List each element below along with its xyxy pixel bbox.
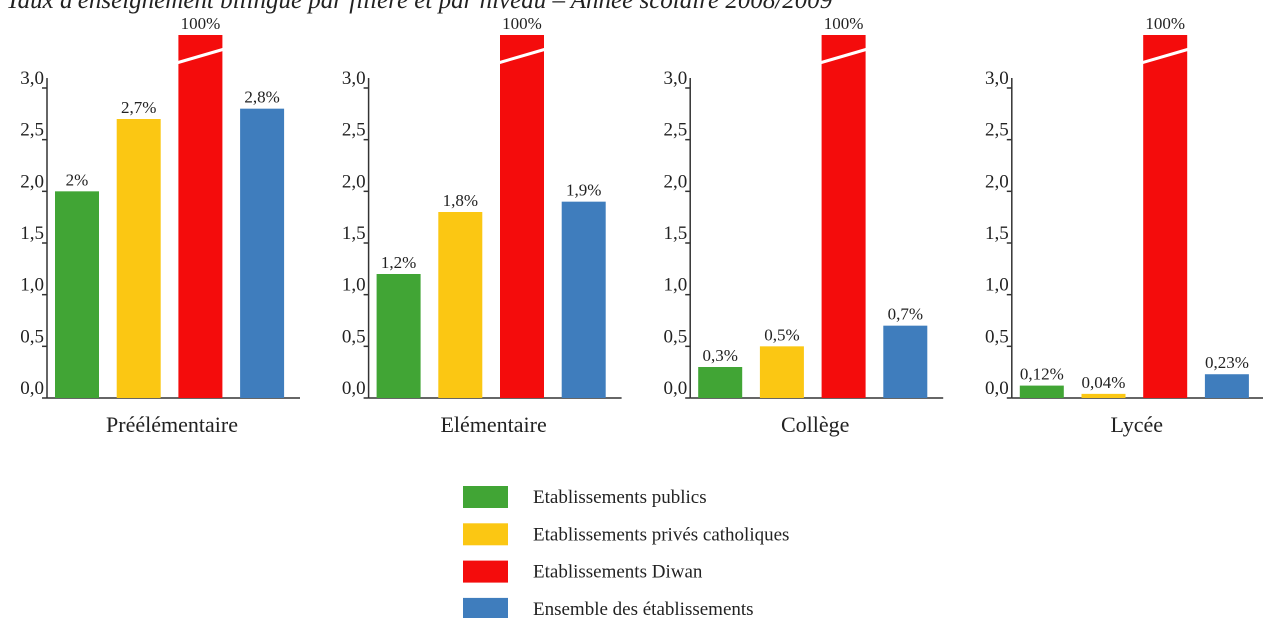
- value-label: 0,5%: [764, 325, 799, 344]
- legend-label: Etablissements privés catholiques: [533, 524, 789, 545]
- bar: [116, 119, 161, 398]
- value-label: 0,3%: [702, 346, 737, 365]
- bar: [1081, 393, 1126, 398]
- bar-group: [698, 35, 928, 398]
- bar: [500, 35, 544, 398]
- y-tick-label: 1,5: [20, 223, 44, 244]
- legend-swatch: [463, 486, 508, 508]
- legend-label: Etablissements publics: [533, 487, 707, 508]
- y-tick-label: 1,5: [663, 223, 687, 244]
- bar: [698, 367, 743, 398]
- bar: [178, 35, 223, 398]
- bar: [883, 325, 928, 398]
- value-label: 2%: [66, 170, 89, 189]
- bar: [821, 35, 866, 398]
- value-label: 100%: [502, 14, 542, 33]
- bar: [1204, 374, 1249, 398]
- x-category-label: Lycée: [1111, 412, 1164, 437]
- break-mark: [497, 47, 547, 65]
- y-tick-label: 0,0: [342, 378, 366, 399]
- value-label: 0,12%: [1020, 365, 1064, 384]
- y-tick-label: 0,5: [342, 326, 366, 347]
- y-tick-label: 2,5: [985, 120, 1009, 141]
- y-tick-label: 0,5: [20, 326, 44, 347]
- y-tick-label: 3,0: [342, 68, 366, 89]
- x-category-label: Collège: [781, 412, 849, 437]
- y-tick-label: 2,0: [342, 171, 366, 192]
- x-category-label: Préélémentaire: [106, 412, 238, 437]
- legend-swatch: [463, 560, 508, 583]
- value-label: 1,8%: [443, 191, 478, 210]
- bar-group: [55, 35, 285, 399]
- value-label: 100%: [181, 14, 221, 33]
- value-label: 1,9%: [566, 181, 601, 200]
- y-tick-label: 1,5: [985, 223, 1009, 244]
- break-mark: [819, 47, 869, 65]
- value-label: 2,8%: [244, 88, 279, 107]
- y-tick-label: 2,5: [20, 120, 44, 141]
- chart-title: Taux d'enseignement bilingue par filière…: [6, 0, 833, 14]
- bar: [561, 201, 606, 398]
- y-tick-label: 1,0: [663, 275, 687, 296]
- value-label: 0,7%: [888, 305, 923, 324]
- value-label: 2,7%: [121, 98, 156, 117]
- bar: [1143, 35, 1188, 398]
- y-tick-label: 3,0: [663, 68, 687, 89]
- y-tick-label: 1,0: [342, 275, 366, 296]
- x-category-label: Elémentaire: [440, 412, 546, 437]
- y-tick-label: 0,0: [663, 378, 687, 399]
- bar: [55, 191, 99, 398]
- value-label: 100%: [824, 14, 864, 33]
- y-tick-label: 0,0: [985, 378, 1009, 399]
- bar: [240, 108, 285, 399]
- y-tick-label: 3,0: [20, 68, 44, 89]
- y-tick-label: 2,5: [663, 120, 687, 141]
- value-label: 0,23%: [1205, 353, 1249, 372]
- y-tick-label: 3,0: [985, 68, 1009, 89]
- y-tick-label: 2,5: [342, 120, 366, 141]
- y-tick-label: 0,0: [20, 378, 44, 399]
- value-label: 0,04%: [1082, 373, 1126, 392]
- bar-group: [376, 35, 606, 398]
- value-label: 1,2%: [381, 253, 416, 272]
- break-mark: [1140, 47, 1190, 65]
- bar: [759, 346, 804, 398]
- y-tick-label: 0,5: [663, 326, 687, 347]
- y-tick-label: 2,0: [663, 171, 687, 192]
- bar: [438, 212, 483, 398]
- y-tick-label: 1,0: [20, 275, 44, 296]
- legend-label: Ensemble des établissements: [533, 599, 754, 618]
- legend-swatch: [463, 597, 508, 618]
- break-mark: [175, 47, 225, 65]
- y-tick-label: 0,5: [985, 326, 1009, 347]
- y-tick-label: 2,0: [985, 171, 1009, 192]
- legend-swatch: [463, 523, 508, 546]
- bar-group: [1019, 35, 1249, 398]
- bar: [376, 274, 421, 398]
- legend-label: Etablissements Diwan: [533, 562, 703, 583]
- value-label: 100%: [1145, 14, 1185, 33]
- bar: [1019, 385, 1064, 398]
- y-tick-label: 1,5: [342, 223, 366, 244]
- y-tick-label: 1,0: [985, 275, 1009, 296]
- y-tick-label: 2,0: [20, 171, 44, 192]
